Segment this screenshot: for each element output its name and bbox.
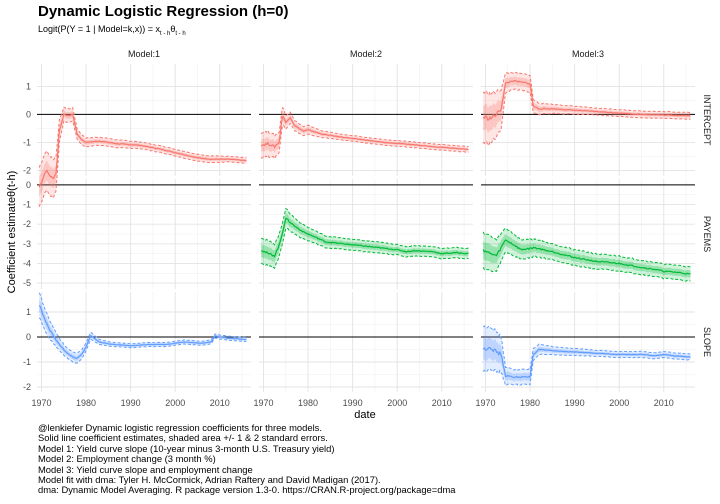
- series-payems-model3: [482, 227, 691, 282]
- lower-two-se-line: [482, 88, 691, 146]
- one-se-band: [483, 76, 691, 133]
- estimate-line: [482, 347, 691, 379]
- upper-two-se-line: [38, 106, 247, 168]
- facet-panel: [481, 179, 695, 289]
- estimate-line: [38, 305, 247, 359]
- y-tick-label: 1: [26, 81, 31, 91]
- one-se-band: [261, 213, 469, 263]
- x-tick-label: 2010: [432, 398, 452, 408]
- y-tick-label: -1: [23, 200, 31, 210]
- faceted-line-chart: Model:1 Model:2 Model:3 INTERCEPT PAYEMS SLOP…: [6, 49, 712, 420]
- caption-line: dma: Dynamic Model Averaging. R package …: [38, 484, 456, 496]
- caption-line: Model fit with dma: Tyler H. McCormick, …: [38, 474, 381, 486]
- caption-line: Model 3: Yield curve slope and employmen…: [38, 463, 253, 475]
- y-tick-label: -2: [23, 382, 31, 392]
- two-se-band: [39, 107, 247, 207]
- lower-two-se-line: [260, 122, 469, 160]
- caption-line: Model 2: Employment change (3 month %): [38, 453, 216, 465]
- series-slope-model3: [482, 325, 691, 387]
- x-tick-label: 1970: [31, 398, 51, 408]
- upper-two-se-line: [260, 106, 469, 148]
- upper-two-se-line: [482, 71, 691, 114]
- one-se-band: [39, 110, 247, 197]
- y-tick-label: -2: [23, 219, 31, 229]
- facet-column-label: Model:2: [350, 49, 382, 59]
- two-se-band: [483, 325, 691, 386]
- facet-column-label: Model:3: [572, 49, 604, 59]
- series-intercept-model1: [38, 106, 247, 207]
- x-tick-label: 1980: [76, 398, 96, 408]
- upper-two-se-line: [261, 207, 469, 250]
- x-tick-label: 1970: [253, 398, 273, 408]
- estimate-line: [260, 116, 469, 150]
- caption-line: @lenkiefer Dynamic logistic regression c…: [38, 422, 322, 433]
- facet-row-label: PAYEMS: [702, 216, 712, 252]
- series-slope-model1: [38, 292, 247, 364]
- y-tick-label: -5: [23, 278, 31, 288]
- y-tick-label: 0: [26, 109, 31, 119]
- y-tick-label: -2: [23, 165, 31, 175]
- chart-title: Dynamic Logistic Regression (h=0): [38, 3, 289, 20]
- caption-line: Solid line coefficient estimates, shaded…: [38, 432, 328, 444]
- x-tick-label: 1990: [565, 398, 585, 408]
- facet-column-label: Model:1: [128, 49, 160, 59]
- x-tick-label: 1990: [343, 398, 363, 408]
- series-payems-model2: [260, 207, 469, 270]
- x-tick-label: 2000: [165, 398, 185, 408]
- caption-line: Model 1: Yield curve slope (10-year minu…: [38, 442, 335, 454]
- series-intercept-model2: [260, 106, 469, 160]
- two-se-band: [261, 107, 469, 159]
- series-intercept-model3: [482, 71, 691, 146]
- x-tick-label: 2000: [387, 398, 407, 408]
- lower-two-se-line: [38, 317, 247, 364]
- two-se-band: [483, 72, 691, 146]
- x-tick-label: 1980: [298, 398, 318, 408]
- x-tick-label: 1990: [121, 398, 141, 408]
- facet-row-label: INTERCEPT: [702, 94, 712, 146]
- estimate-line: [38, 113, 247, 188]
- facet-panel: [481, 292, 695, 392]
- two-se-band: [483, 228, 691, 282]
- x-tick-label: 2010: [654, 398, 674, 408]
- y-tick-label: -3: [23, 239, 31, 249]
- lower-two-se-line: [482, 353, 691, 387]
- lower-two-se-line: [38, 119, 247, 207]
- facet-row-label: SLOPE: [702, 327, 712, 357]
- y-tick-label: -1: [23, 357, 31, 367]
- estimate-line: [482, 79, 691, 121]
- x-tick-label: 1980: [520, 398, 540, 408]
- estimate-line: [482, 239, 691, 275]
- chart-subtitle: Logit(P(Y = 1 | Model=k,x)) = xt - hθt -…: [38, 24, 186, 37]
- x-axis-title: date: [354, 409, 375, 420]
- y-axis-title: Coefficient estimateθ(t-h): [6, 171, 18, 294]
- chart-caption: @lenkiefer Dynamic logistic regression c…: [38, 422, 456, 496]
- estimate-line: [260, 217, 469, 258]
- y-tick-label: 0: [26, 180, 31, 190]
- y-tick-label: 1: [26, 307, 31, 317]
- two-se-band: [39, 292, 247, 364]
- facet-panel: [37, 292, 251, 392]
- upper-two-se-line: [482, 227, 691, 268]
- upper-two-se-line: [38, 292, 247, 354]
- x-tick-label: 2010: [210, 398, 230, 408]
- lower-two-se-line: [261, 227, 469, 270]
- two-se-band: [261, 208, 469, 269]
- facet-panel: [259, 179, 473, 289]
- y-tick-label: -4: [23, 258, 31, 268]
- facet-panel: [259, 292, 473, 392]
- x-tick-label: 2000: [609, 398, 629, 408]
- facet-panel: [481, 64, 695, 176]
- y-tick-label: -1: [23, 137, 31, 147]
- x-tick-label: 1970: [475, 398, 495, 408]
- y-tick-label: 0: [26, 332, 31, 342]
- facet-panel: [259, 64, 473, 176]
- upper-two-se-line: [482, 325, 691, 371]
- facet-panel: [37, 179, 251, 289]
